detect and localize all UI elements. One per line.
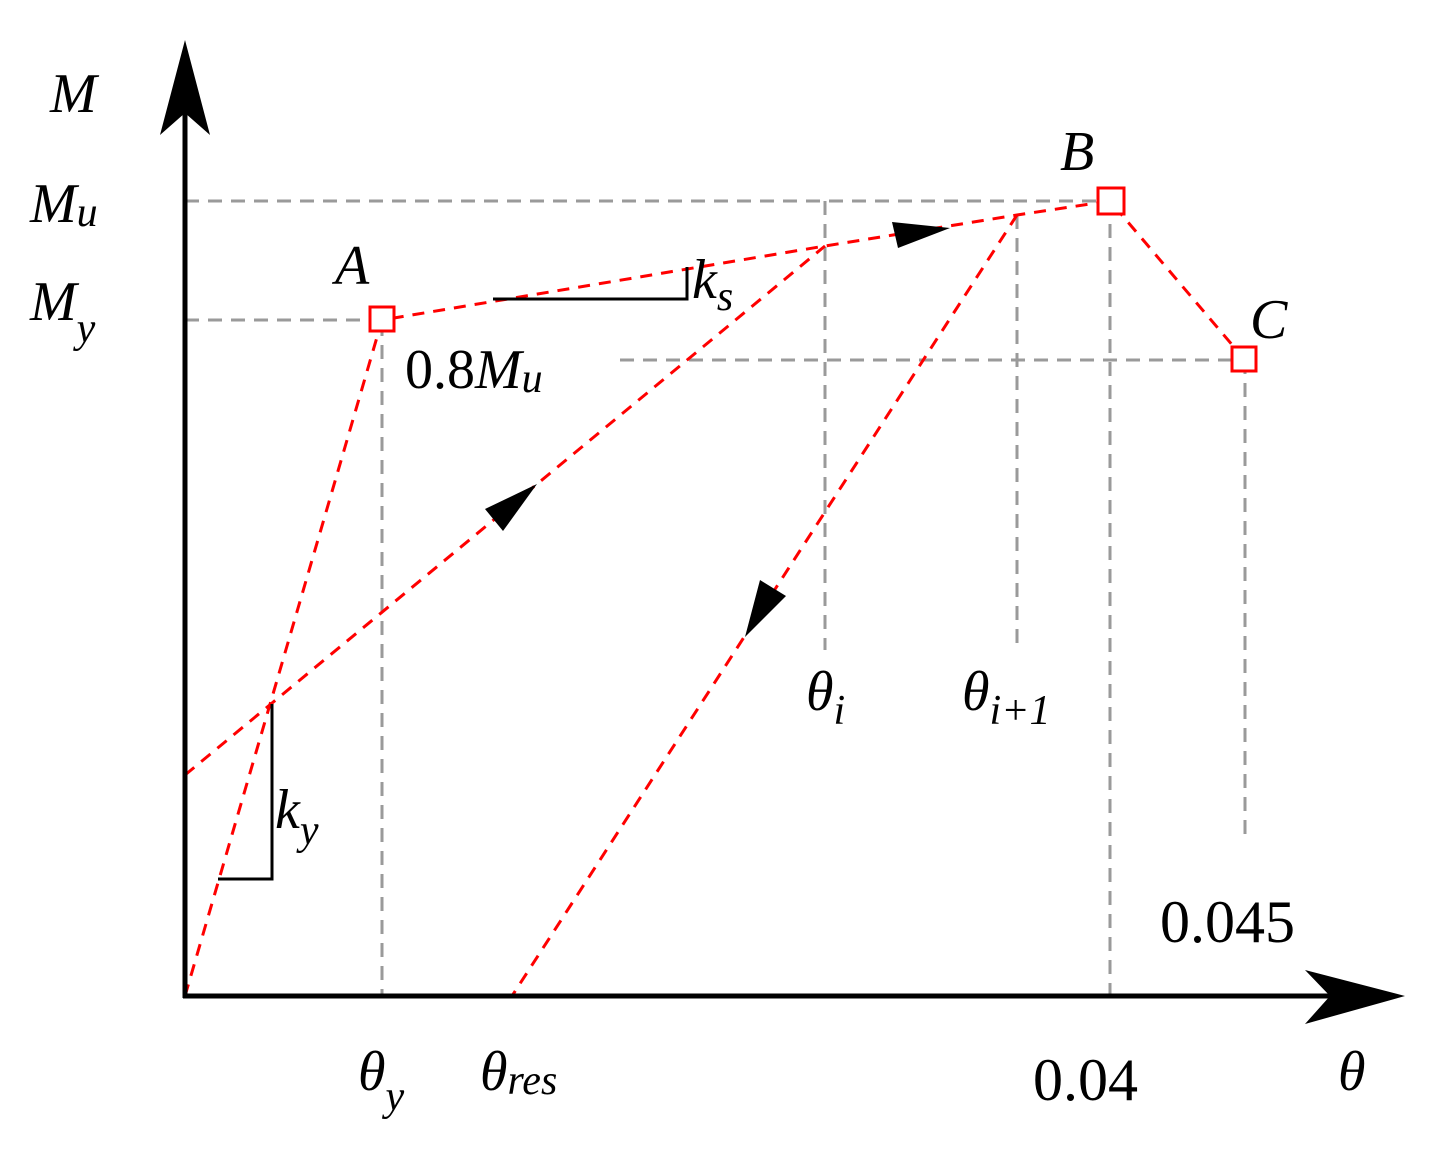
theta-i1-tick-label: θi+1 xyxy=(962,661,1051,734)
ks-slope-marker xyxy=(493,267,689,301)
y-axis-arrow-icon xyxy=(160,40,210,135)
key-points xyxy=(368,186,1258,373)
unload-arrow-icon xyxy=(745,580,786,637)
slope-indicators xyxy=(218,267,689,881)
guide-lines xyxy=(185,199,1247,996)
mu-tick-label: Mu xyxy=(29,173,98,236)
point-b-label: B xyxy=(1060,121,1094,183)
theta-i-tick-label: θi xyxy=(806,661,845,734)
backbone-curve xyxy=(183,199,1247,997)
point-c-label: C xyxy=(1250,289,1288,351)
axes xyxy=(160,40,1405,1024)
point-a-marker xyxy=(368,305,396,333)
ky-slope-marker xyxy=(218,704,274,881)
x004-tick-label: 0.04 xyxy=(1033,1047,1138,1113)
direction-arrows xyxy=(485,222,950,637)
point-c-marker xyxy=(1230,345,1258,373)
loading-arrow-icon xyxy=(892,222,950,248)
ks-label: ks xyxy=(692,249,733,320)
theta-y-tick-label: θy xyxy=(358,1041,405,1120)
x-axis-title: θ xyxy=(1338,1041,1366,1103)
x0045-tick-label: 0.045 xyxy=(1160,889,1295,955)
my-tick-label: My xyxy=(29,271,96,352)
point-a-label: A xyxy=(331,235,370,297)
reload-arrow-icon xyxy=(485,484,537,531)
theta-res-tick-label: θres xyxy=(480,1041,557,1104)
residual-moment-label: 0.8Mu xyxy=(405,339,543,402)
x-axis-arrow-icon xyxy=(1305,970,1405,1024)
hysteresis-curves xyxy=(183,199,1247,997)
point-b-marker xyxy=(1096,186,1126,216)
ky-label: ky xyxy=(275,779,319,854)
y-axis-title: M xyxy=(49,63,100,125)
